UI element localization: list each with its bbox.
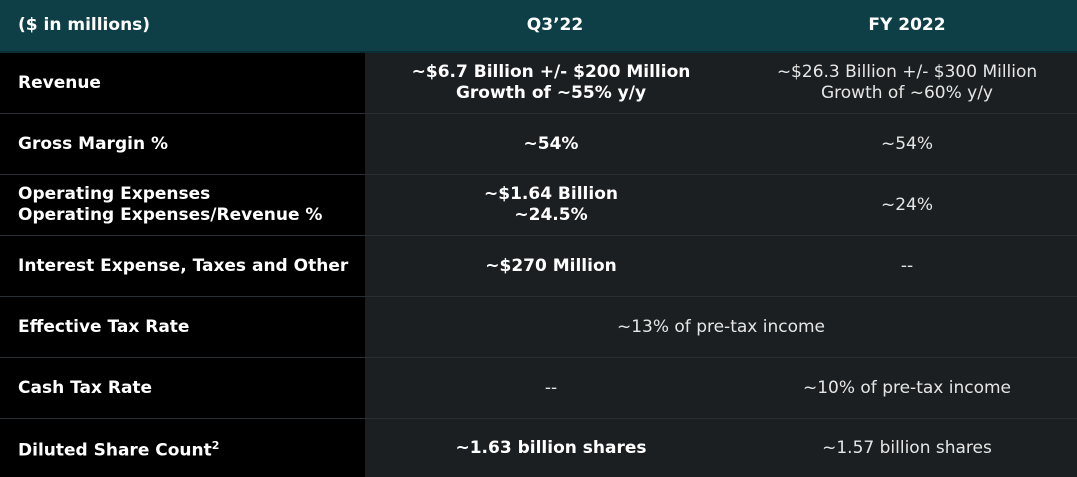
q3-cell: ~$1.64 Billion ~24.5% — [365, 175, 737, 235]
table-row: Cash Tax Rate -- ~10% of pre-tax income — [0, 358, 1077, 419]
table-row: Effective Tax Rate ~13% of pre-tax incom… — [0, 297, 1077, 358]
row-label: Gross Margin % — [0, 114, 365, 174]
q3-line: ~$1.64 Billion — [484, 184, 618, 204]
table-row: Operating Expenses Operating Expenses/Re… — [0, 175, 1077, 236]
fy-cell: ~54% — [737, 114, 1077, 174]
q3-line: Growth of ~55% y/y — [455, 83, 647, 103]
row-label: Diluted Share Count2 — [0, 419, 365, 477]
q3-cell: ~54% — [365, 114, 737, 174]
header-q3: Q3’22 — [526, 15, 584, 35]
row-label: Operating Expenses Operating Expenses/Re… — [0, 175, 365, 235]
q3-cell: ~$6.7 Billion +/- $200 Million Growth of… — [365, 53, 737, 113]
fy-line: ~54% — [880, 133, 934, 154]
row-label: Cash Tax Rate — [0, 358, 365, 418]
row-label: Interest Expense, Taxes and Other — [0, 236, 365, 296]
footnote-marker: 2 — [211, 438, 220, 452]
fy-cell: ~24% — [737, 175, 1077, 235]
q3-line: -- — [544, 377, 558, 398]
q3-line: ~1.63 billion shares — [455, 437, 647, 458]
row-label: Revenue — [0, 53, 365, 113]
row-label-line: Operating Expenses — [18, 184, 211, 204]
fy-line: ~24% — [880, 194, 934, 215]
fy-line: -- — [900, 255, 914, 276]
header-units: ($ in millions) — [18, 15, 151, 35]
q3-line: ~$270 Million — [485, 255, 617, 276]
fy-line: ~$26.3 Billion +/- $300 Million — [776, 62, 1038, 82]
row-label-line: Gross Margin % — [18, 133, 168, 154]
row-label-line: Effective Tax Rate — [18, 316, 190, 337]
table-row: Diluted Share Count2 ~1.63 billion share… — [0, 419, 1077, 477]
row-label-line: Operating Expenses/Revenue % — [18, 205, 323, 225]
table-row: Interest Expense, Taxes and Other ~$270 … — [0, 236, 1077, 297]
row-label: Effective Tax Rate — [0, 297, 365, 357]
row-label-line: Revenue — [18, 72, 101, 93]
row-label-line: Diluted Share Count2 — [18, 435, 365, 462]
fy-line: ~1.57 billion shares — [822, 437, 992, 458]
fy-cell: ~$26.3 Billion +/- $300 Million Growth o… — [737, 53, 1077, 113]
q3-line: ~$6.7 Billion +/- $200 Million — [411, 62, 691, 82]
fy-cell: ~10% of pre-tax income — [737, 358, 1077, 418]
q3-cell: -- — [365, 358, 737, 418]
row-label-line: Interest Expense, Taxes and Other — [18, 255, 349, 276]
q3-cell: ~1.63 billion shares — [365, 419, 737, 477]
table-header: ($ in millions) Q3’22 FY 2022 — [0, 0, 1077, 53]
fy-line: ~10% of pre-tax income — [802, 377, 1012, 398]
fy-cell: -- — [737, 236, 1077, 296]
fy-line: Growth of ~60% y/y — [820, 83, 993, 103]
spanned-cell: ~13% of pre-tax income — [365, 297, 1077, 357]
table-row: Gross Margin % ~54% ~54% — [0, 114, 1077, 175]
row-label-text: Diluted Share Count — [18, 440, 212, 461]
q3-line: ~24.5% — [514, 205, 588, 225]
q3-line: ~54% — [523, 133, 579, 154]
spanned-value: ~13% of pre-tax income — [616, 316, 826, 337]
table-body: Revenue ~$6.7 Billion +/- $200 Million G… — [0, 53, 1077, 477]
table-row: Revenue ~$6.7 Billion +/- $200 Million G… — [0, 53, 1077, 114]
q3-cell: ~$270 Million — [365, 236, 737, 296]
fy-cell: ~1.57 billion shares — [737, 419, 1077, 477]
header-fy: FY 2022 — [868, 15, 946, 35]
row-label-line: Cash Tax Rate — [18, 377, 153, 398]
